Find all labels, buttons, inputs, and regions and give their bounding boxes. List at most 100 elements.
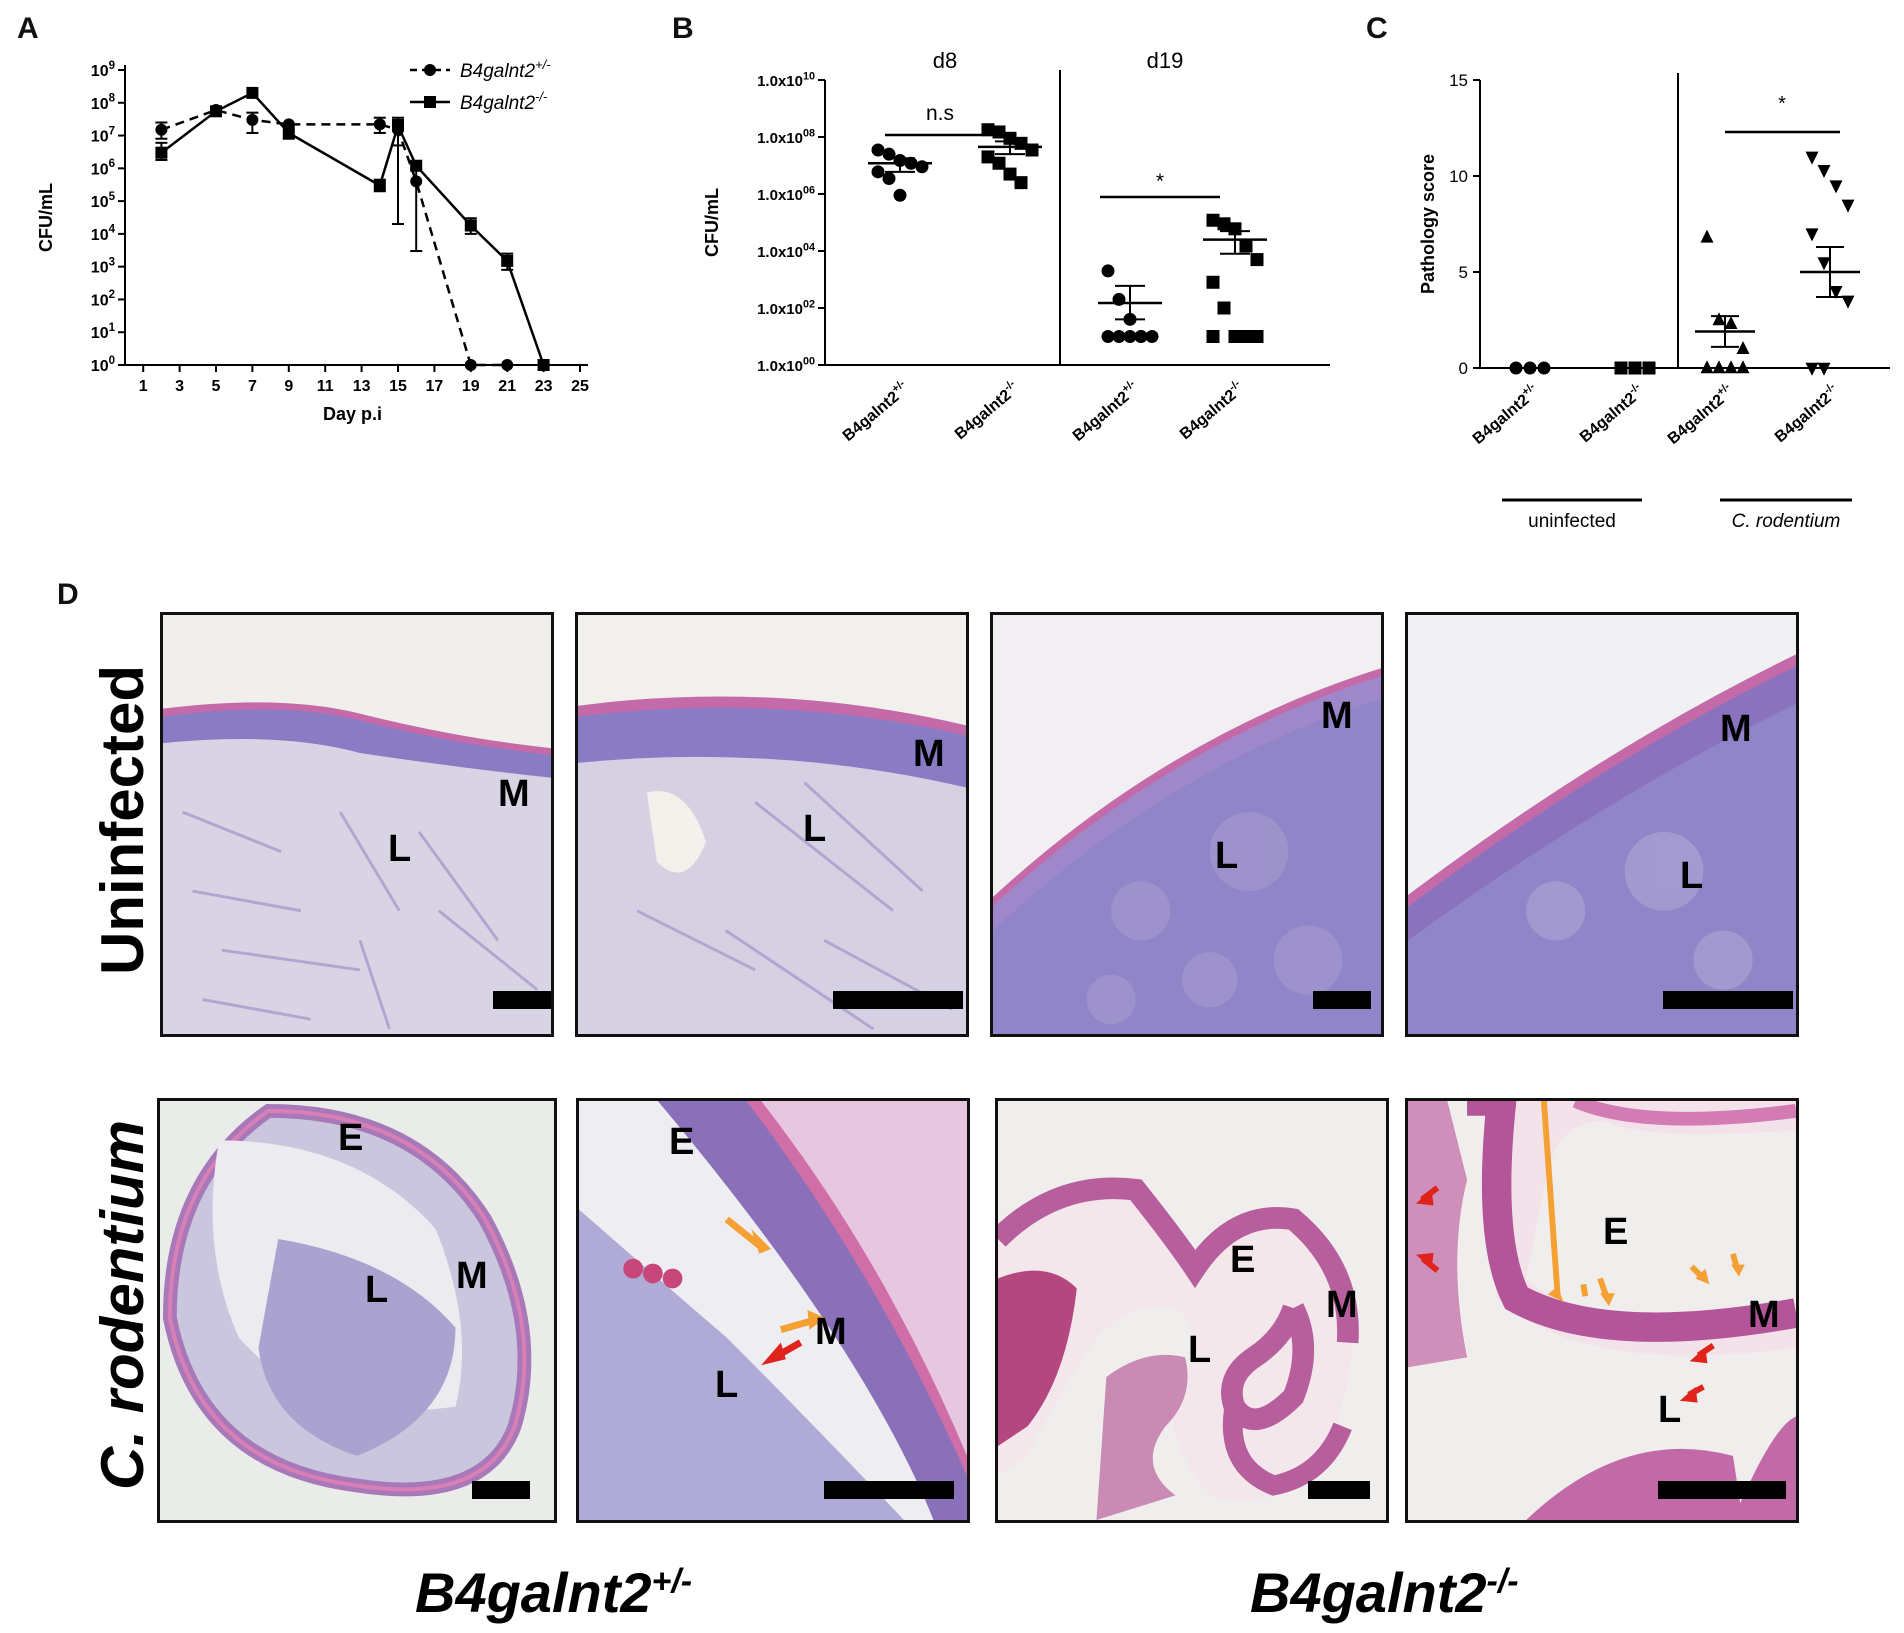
- data-point: [1614, 361, 1628, 375]
- y-tick-label: 5: [1459, 263, 1468, 282]
- data-point: [1817, 362, 1831, 376]
- label-m: M: [1748, 1294, 1780, 1336]
- x-tick-label: 21: [498, 378, 516, 395]
- label-l: L: [715, 1364, 739, 1406]
- data-point: [1817, 165, 1831, 179]
- micrograph-infected-het-low: E L M: [157, 1098, 557, 1523]
- label-l: L: [365, 1269, 389, 1311]
- sig-label: *: [1156, 170, 1164, 193]
- y-tick-label: 1.0x1006: [757, 184, 815, 204]
- micrograph-uninfected-het-low: M L: [160, 612, 554, 1037]
- label-m: M: [1326, 1284, 1358, 1326]
- data-point: [871, 143, 885, 157]
- panel-letter-a: A: [17, 12, 39, 45]
- data-point: [464, 219, 477, 232]
- x-tick-label: 5: [212, 378, 221, 395]
- data-point: [410, 159, 423, 172]
- label-e: E: [338, 1117, 364, 1159]
- data-point: [1134, 330, 1148, 343]
- sig-label: *: [1778, 93, 1786, 115]
- label-e: E: [1230, 1239, 1256, 1281]
- label-e: E: [1603, 1211, 1629, 1253]
- data-point: [1112, 330, 1126, 343]
- scale-bar: [493, 991, 551, 1009]
- data-point: [1829, 286, 1843, 299]
- x-tick-label: 1: [139, 378, 148, 395]
- scale-bar: [1313, 991, 1371, 1009]
- data-point: [373, 179, 386, 192]
- data-point: [501, 254, 514, 267]
- x-tick-label: 9: [284, 378, 293, 395]
- x-tick-label: B4galnt2-/-: [1770, 381, 1843, 447]
- data-point: [1829, 180, 1843, 194]
- data-point: [893, 188, 907, 202]
- data-point: [1736, 341, 1750, 354]
- data-point: [373, 118, 386, 131]
- group-label-d19: d19: [1147, 48, 1184, 73]
- label-l: L: [1188, 1329, 1212, 1371]
- data-point: [1712, 360, 1726, 374]
- y-tick-label: 103: [91, 256, 115, 276]
- x-tick-label: B4galnt2+/-: [1663, 381, 1738, 448]
- data-point: [1206, 213, 1220, 227]
- data-point: [992, 125, 1006, 139]
- panel-letter-c: C: [1366, 12, 1388, 45]
- x-tick-label: 11: [317, 378, 334, 395]
- x-tick-label: B4galnt2+/-: [1468, 381, 1543, 448]
- x-axis-label: Day p.i: [323, 404, 382, 424]
- data-point: [1239, 239, 1253, 253]
- genotype-label-het: B4galnt2+/-: [415, 1561, 693, 1624]
- y-axis-label: CFU/mL: [702, 188, 722, 257]
- y-tick-label: 10: [1449, 167, 1468, 186]
- y-tick-label: 106: [91, 158, 115, 178]
- scale-bar: [1658, 1481, 1786, 1499]
- series-line: [160, 91, 545, 366]
- label-e: E: [669, 1121, 695, 1163]
- data-point: [1217, 217, 1231, 231]
- x-tick-label: 13: [353, 378, 371, 395]
- data-point: [1014, 176, 1028, 190]
- data-point: [1003, 167, 1017, 181]
- data-point: [392, 119, 404, 132]
- data-point: [1805, 228, 1819, 242]
- data-point: [246, 113, 259, 126]
- data-point: [1724, 316, 1738, 330]
- legend-label: B4galnt2-/-: [460, 89, 548, 114]
- data-point: [1724, 360, 1738, 374]
- label-l: L: [1680, 855, 1704, 897]
- data-point: [1101, 264, 1115, 278]
- data-point: [1817, 257, 1831, 271]
- x-tick-label: 15: [389, 378, 407, 395]
- x-tick-label: B4galnt2-/-: [1575, 381, 1648, 447]
- data-point: [1805, 151, 1819, 165]
- micrograph-uninfected-het-high: M L: [575, 612, 969, 1037]
- data-point: [992, 156, 1006, 170]
- data-point: [882, 171, 896, 185]
- y-tick-label: 15: [1449, 71, 1468, 90]
- label-m: M: [913, 733, 945, 775]
- data-point: [464, 359, 477, 371]
- label-l: L: [1215, 835, 1239, 877]
- x-tick-label: B4galnt2+/-: [1068, 378, 1143, 445]
- data-point: [1250, 330, 1264, 343]
- data-point: [1628, 361, 1642, 375]
- label-m: M: [1321, 695, 1353, 737]
- scale-bar: [833, 991, 963, 1009]
- y-tick-label: 1.0x1004: [757, 241, 815, 261]
- genotype-label-ko: B4galnt2-/-: [1250, 1561, 1519, 1624]
- y-tick-label: 1.0x1000: [757, 355, 815, 375]
- data-point: [981, 150, 995, 164]
- x-tick-label: B4galnt2-/-: [950, 378, 1023, 444]
- row-label-c-rodentium: C. rodentium: [89, 1120, 156, 1490]
- y-tick-label: 109: [91, 60, 115, 80]
- y-tick-label: 1.0x1010: [757, 70, 815, 90]
- data-point: [1537, 361, 1551, 375]
- y-tick-label: 102: [91, 289, 115, 309]
- series-line: [160, 108, 508, 367]
- data-point: [1712, 312, 1726, 326]
- group-label-c-rodentium: C. rodentium: [1732, 511, 1841, 532]
- label-m: M: [456, 1255, 488, 1297]
- panel-letter-d: D: [57, 578, 79, 611]
- data-point: [1509, 361, 1523, 375]
